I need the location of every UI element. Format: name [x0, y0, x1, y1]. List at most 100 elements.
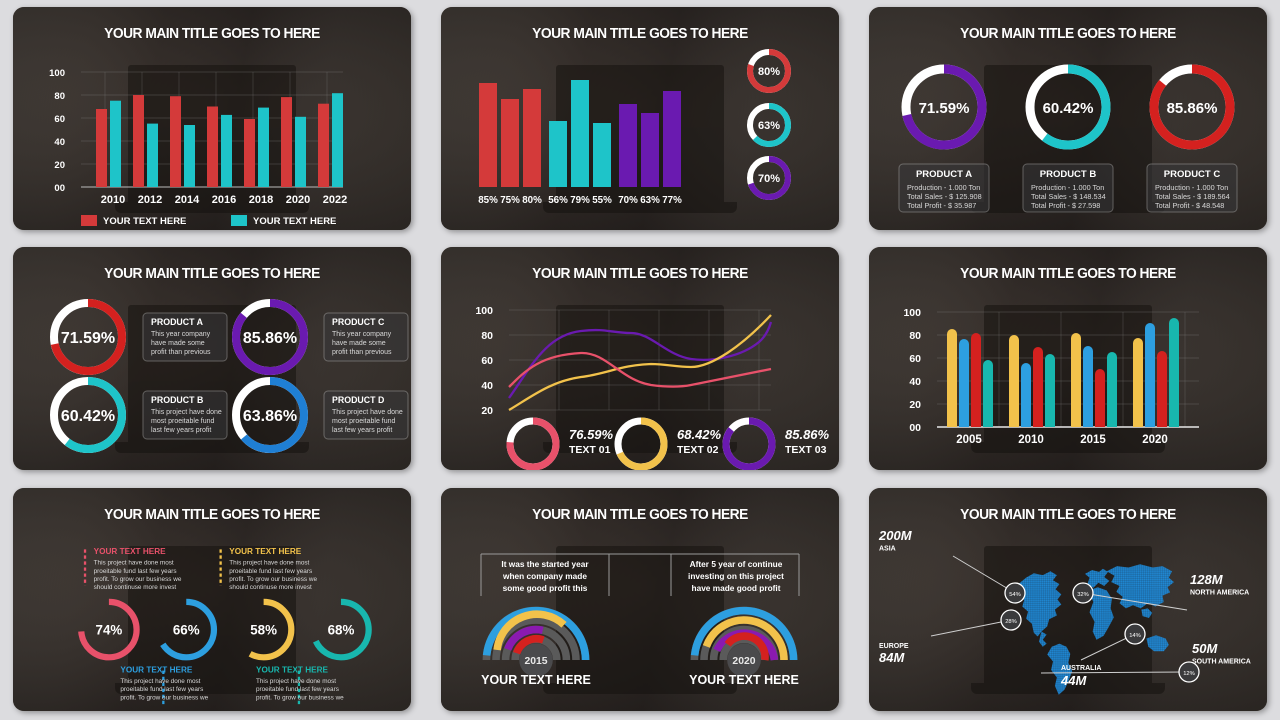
svg-text:Production - 1.000 Ton: Production - 1.000 Ton — [1155, 183, 1228, 192]
svg-text:EUROPE: EUROPE — [879, 643, 909, 650]
svg-text:60: 60 — [909, 353, 921, 365]
svg-text:60.42%: 60.42% — [1043, 100, 1094, 117]
svg-text:profit than previous: profit than previous — [151, 349, 211, 356]
svg-text:YOUR TEXT HERE: YOUR TEXT HERE — [256, 666, 329, 675]
svg-text:100: 100 — [49, 68, 65, 79]
svg-text:YOUR TEXT HERE: YOUR TEXT HERE — [103, 216, 186, 227]
svg-text:Total Profit - $ 35.987: Total Profit - $ 35.987 — [907, 201, 976, 210]
svg-text:2016: 2016 — [212, 194, 236, 206]
svg-text:100: 100 — [903, 307, 921, 319]
svg-text:proeitable fund last few years: proeitable fund last few years — [94, 568, 177, 575]
svg-text:85%: 85% — [478, 195, 498, 206]
svg-text:70%: 70% — [758, 173, 780, 185]
svg-text:68%: 68% — [328, 622, 355, 637]
svg-text:PRODUCT B: PRODUCT B — [1040, 169, 1097, 180]
svg-text:200M: 200M — [878, 528, 913, 543]
svg-text:This project have done most: This project have done most — [120, 678, 200, 685]
svg-text:Total Profit - $ 27.598: Total Profit - $ 27.598 — [1031, 201, 1100, 210]
svg-text:58%: 58% — [250, 622, 277, 637]
svg-text:85.86%: 85.86% — [243, 330, 297, 347]
svg-text:should continuse more invest: should continuse more invest — [94, 584, 177, 591]
svg-text:2005: 2005 — [956, 434, 982, 446]
svg-text:YOUR TEXT HERE: YOUR TEXT HERE — [229, 547, 302, 556]
svg-text:This year company: This year company — [332, 331, 392, 338]
svg-text:80%: 80% — [758, 66, 780, 78]
svg-text:some good profit this: some good profit this — [503, 583, 588, 593]
svg-text:40: 40 — [909, 376, 921, 388]
svg-text:PRODUCT B: PRODUCT B — [151, 395, 203, 405]
svg-text:66%: 66% — [173, 622, 200, 637]
svg-text:This project have done most: This project have done most — [229, 560, 309, 567]
svg-text:71.59%: 71.59% — [919, 100, 970, 117]
svg-text:76.59%: 76.59% — [569, 427, 614, 442]
svg-text:2022: 2022 — [323, 194, 347, 206]
svg-text:last few years profit: last few years profit — [332, 427, 392, 434]
svg-text:20: 20 — [909, 399, 921, 411]
svg-text:100: 100 — [475, 305, 493, 317]
svg-text:NORTH AMERICA: NORTH AMERICA — [1190, 590, 1249, 597]
svg-text:YOUR TEXT HERE: YOUR TEXT HERE — [689, 673, 799, 687]
svg-text:00: 00 — [909, 422, 921, 434]
svg-text:PRODUCT A: PRODUCT A — [916, 169, 972, 180]
svg-text:2010: 2010 — [1018, 434, 1044, 446]
svg-text:profit. To grow our business w: profit. To grow our business we — [120, 694, 208, 701]
svg-text:60: 60 — [481, 355, 493, 367]
svg-text:128M: 128M — [1190, 572, 1224, 587]
svg-text:most proeitable fund: most proeitable fund — [151, 418, 215, 425]
svg-text:40: 40 — [54, 137, 65, 148]
svg-text:56%: 56% — [548, 195, 568, 206]
svg-text:80%: 80% — [522, 195, 542, 206]
svg-text:After 5 year of continue: After 5 year of continue — [690, 559, 783, 569]
svg-text:71.59%: 71.59% — [61, 330, 115, 347]
svg-text:Production - 1.000 Ton: Production - 1.000 Ton — [907, 183, 980, 192]
svg-text:profit. To grow our business w: profit. To grow our business we — [256, 694, 344, 701]
svg-text:This project have done most: This project have done most — [256, 678, 336, 685]
svg-text:proeitable fund last few years: proeitable fund last few years — [229, 568, 312, 575]
svg-text:63.86%: 63.86% — [243, 408, 297, 425]
svg-text:2010: 2010 — [101, 194, 125, 206]
svg-text:PRODUCT C: PRODUCT C — [1164, 169, 1221, 180]
svg-text:20: 20 — [54, 160, 65, 171]
svg-text:SOUTH AMERICA: SOUTH AMERICA — [1192, 659, 1251, 666]
svg-text:2014: 2014 — [175, 194, 200, 206]
svg-text:have made some: have made some — [151, 340, 205, 347]
svg-text:60.42%: 60.42% — [61, 408, 115, 425]
svg-text:80: 80 — [54, 91, 65, 102]
svg-text:TEXT 03: TEXT 03 — [785, 444, 827, 456]
svg-text:investing on this project: investing on this project — [688, 571, 784, 581]
svg-text:Total Profit - $ 48.548: Total Profit - $ 48.548 — [1155, 201, 1224, 210]
svg-text:It was the started year: It was the started year — [501, 559, 589, 569]
svg-text:50M: 50M — [1192, 641, 1218, 656]
svg-text:profit. To grow our business w: profit. To grow our business we — [229, 576, 317, 583]
svg-text:44M: 44M — [1060, 673, 1087, 688]
svg-text:PRODUCT A: PRODUCT A — [151, 317, 204, 327]
svg-text:74%: 74% — [96, 622, 123, 637]
svg-text:YOUR TEXT HERE: YOUR TEXT HERE — [253, 216, 336, 227]
svg-text:79%: 79% — [570, 195, 590, 206]
svg-text:2020: 2020 — [286, 194, 310, 206]
svg-text:YOUR TEXT HERE: YOUR TEXT HERE — [120, 666, 193, 675]
svg-text:40: 40 — [481, 380, 493, 392]
svg-text:YOUR TEXT HERE: YOUR TEXT HERE — [94, 547, 167, 556]
svg-text:12%: 12% — [1183, 671, 1195, 677]
svg-text:ASIA: ASIA — [879, 546, 896, 553]
svg-text:last few years profit: last few years profit — [151, 427, 211, 434]
svg-text:2020: 2020 — [1142, 434, 1168, 446]
svg-text:proeitable fund last few years: proeitable fund last few years — [256, 686, 339, 693]
svg-text:This project have done: This project have done — [332, 409, 403, 416]
svg-text:2018: 2018 — [249, 194, 273, 206]
svg-text:PRODUCT D: PRODUCT D — [332, 395, 384, 405]
svg-text:TEXT 01: TEXT 01 — [569, 444, 611, 456]
svg-text:84M: 84M — [879, 650, 905, 665]
svg-text:This project have done: This project have done — [151, 409, 222, 416]
svg-text:Total Sales - $ 125.908: Total Sales - $ 125.908 — [907, 192, 982, 201]
svg-text:80: 80 — [909, 330, 921, 342]
svg-text:68.42%: 68.42% — [677, 427, 722, 442]
svg-text:80: 80 — [481, 330, 493, 342]
svg-text:85.86%: 85.86% — [785, 427, 830, 442]
svg-text:proeitable fund last few years: proeitable fund last few years — [120, 686, 203, 693]
svg-text:28%: 28% — [1005, 619, 1017, 625]
svg-text:Total Sales - $ 189.564: Total Sales - $ 189.564 — [1155, 192, 1230, 201]
svg-text:63%: 63% — [758, 120, 780, 132]
svg-text:2015: 2015 — [1080, 434, 1106, 446]
